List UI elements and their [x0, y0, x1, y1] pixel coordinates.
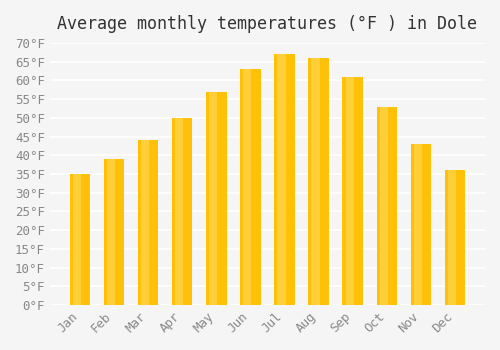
Title: Average monthly temperatures (°F ) in Dole: Average monthly temperatures (°F ) in Do…: [58, 15, 478, 33]
Bar: [278, 54, 285, 305]
Bar: [72, 174, 81, 305]
Bar: [342, 77, 363, 305]
Bar: [104, 159, 124, 305]
Bar: [138, 140, 158, 305]
Bar: [206, 92, 227, 305]
Bar: [312, 58, 320, 305]
Bar: [410, 144, 431, 305]
Bar: [445, 170, 465, 305]
Bar: [308, 58, 329, 305]
Bar: [243, 69, 252, 305]
Bar: [172, 118, 193, 305]
Bar: [380, 106, 388, 305]
Bar: [141, 140, 149, 305]
Bar: [448, 170, 456, 305]
Bar: [414, 144, 422, 305]
Bar: [209, 92, 218, 305]
Bar: [240, 69, 260, 305]
Bar: [274, 54, 294, 305]
Bar: [175, 118, 183, 305]
Bar: [376, 106, 397, 305]
Bar: [346, 77, 354, 305]
Bar: [107, 159, 115, 305]
Bar: [70, 174, 90, 305]
